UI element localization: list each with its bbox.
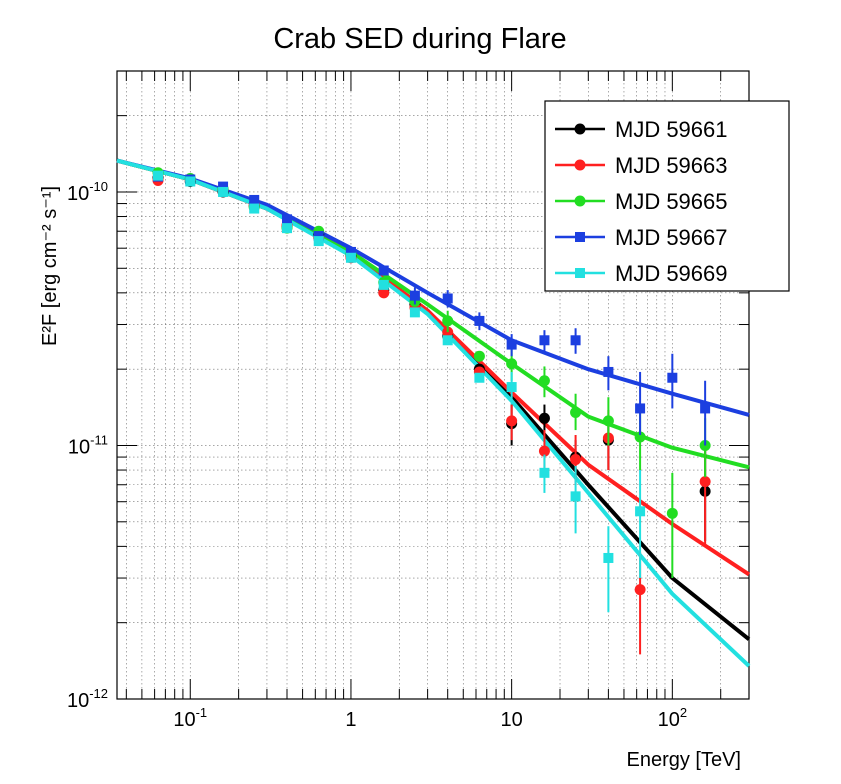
data-point <box>603 552 614 563</box>
data-point <box>313 236 324 247</box>
data-point <box>249 203 260 214</box>
x-axis-label: Energy [TeV] <box>626 749 741 771</box>
data-point <box>442 315 454 327</box>
data-point <box>635 506 646 517</box>
data-point <box>345 252 356 263</box>
data-point <box>667 372 678 383</box>
legend-label: MJD 59661 <box>615 117 728 142</box>
legend-label: MJD 59663 <box>615 153 728 178</box>
data-point <box>538 375 550 387</box>
y-tick-label: 10-12 <box>67 686 108 712</box>
data-point <box>185 176 196 187</box>
x-tick-label: 10 <box>501 709 523 731</box>
data-point <box>634 431 646 443</box>
data-point <box>538 412 550 424</box>
data-point <box>602 415 614 427</box>
data-point <box>699 476 711 488</box>
data-point <box>473 350 485 362</box>
data-point <box>538 445 550 457</box>
chart-title: Crab SED during Flare <box>273 23 566 55</box>
data-point <box>409 290 420 301</box>
data-point <box>378 279 389 290</box>
data-point <box>218 181 229 192</box>
data-points <box>152 167 711 655</box>
legend-marker <box>575 268 585 278</box>
legend-marker <box>574 123 586 135</box>
data-point <box>313 231 324 242</box>
data-point <box>378 287 390 299</box>
y-axis-label: E²F [erg cm⁻² s⁻¹] <box>39 186 61 346</box>
data-point <box>282 214 293 225</box>
data-point <box>506 382 517 393</box>
data-point <box>474 372 485 383</box>
data-point <box>700 403 711 414</box>
data-point <box>570 335 581 346</box>
x-tick-label: 1 <box>345 709 356 731</box>
data-point <box>409 307 420 318</box>
data-point <box>603 366 614 377</box>
data-point <box>539 467 550 478</box>
plot-frame <box>116 70 750 700</box>
data-point <box>249 194 260 205</box>
data-point <box>442 293 453 304</box>
data-point <box>474 315 485 326</box>
model-curve <box>116 158 751 668</box>
legend-marker <box>574 195 586 207</box>
data-point <box>218 186 229 197</box>
legend-marker <box>574 159 586 171</box>
y-tick-label: 10-11 <box>68 432 108 458</box>
legend-label: MJD 59667 <box>615 225 728 250</box>
data-point <box>378 265 389 276</box>
axis-ticks <box>117 70 750 700</box>
data-point <box>153 170 164 181</box>
legend-box <box>544 100 790 292</box>
data-point <box>634 584 646 596</box>
x-tick-label: 10-1 <box>173 705 207 731</box>
data-point <box>345 246 356 257</box>
data-point <box>570 454 582 466</box>
data-point <box>570 491 581 502</box>
data-point <box>539 335 550 346</box>
legend-label: MJD 59665 <box>615 189 728 214</box>
legend-marker <box>575 232 585 242</box>
data-point <box>506 358 518 370</box>
x-tick-label: 102 <box>658 705 687 731</box>
data-point <box>442 335 453 346</box>
data-point <box>635 403 646 414</box>
data-point <box>506 415 518 427</box>
legend-label: MJD 59669 <box>615 261 728 286</box>
data-point <box>506 339 517 350</box>
y-tick-label: 10-10 <box>67 179 108 205</box>
legend: MJD 59661 MJD 59663 MJD 59665 MJD 59667 MJD … <box>544 100 790 292</box>
data-point <box>666 507 678 519</box>
data-point <box>282 223 293 234</box>
data-point <box>570 406 582 418</box>
